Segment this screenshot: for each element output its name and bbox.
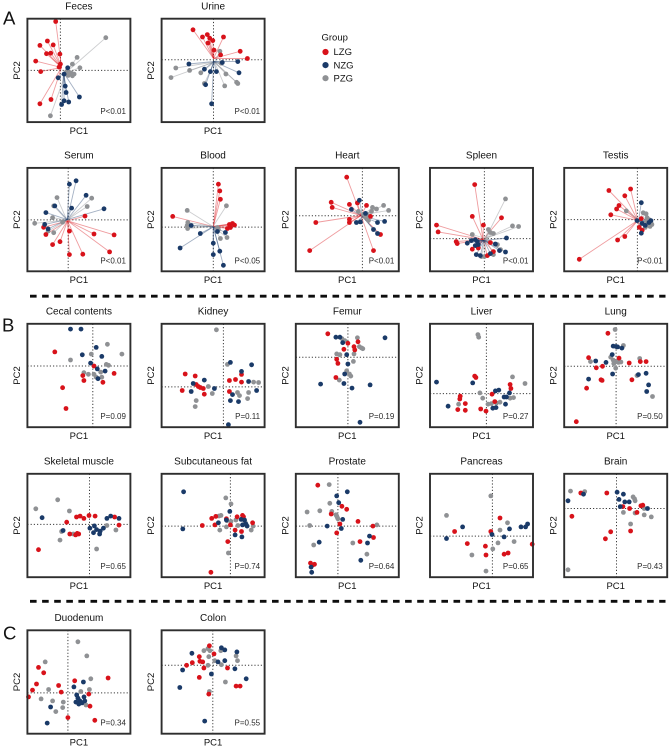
svg-text:A: A [3, 8, 16, 29]
svg-text:PC1: PC1 [70, 738, 88, 748]
svg-text:P<0.01: P<0.01 [100, 107, 126, 116]
svg-text:PC2: PC2 [549, 366, 560, 384]
svg-text:PC1: PC1 [606, 431, 624, 442]
svg-text:PC2: PC2 [12, 516, 23, 534]
svg-text:P=0.11: P=0.11 [235, 412, 261, 421]
svg-text:Liver: Liver [471, 307, 493, 318]
svg-text:PC1: PC1 [70, 581, 88, 592]
svg-text:Kidney: Kidney [198, 307, 229, 318]
svg-text:P<0.01: P<0.01 [100, 256, 126, 265]
svg-text:P=0.74: P=0.74 [235, 562, 261, 571]
svg-text:P=0.55: P=0.55 [235, 719, 261, 728]
svg-text:PC1: PC1 [70, 431, 88, 442]
svg-text:PC2: PC2 [12, 61, 23, 79]
svg-text:PC2: PC2 [12, 210, 23, 228]
svg-text:Femur: Femur [333, 307, 363, 318]
svg-text:PC2: PC2 [549, 516, 560, 534]
svg-text:P=0.64: P=0.64 [369, 562, 395, 571]
svg-text:P=0.19: P=0.19 [369, 412, 395, 421]
svg-text:PC1: PC1 [204, 275, 222, 286]
svg-text:P<0.05: P<0.05 [235, 256, 261, 265]
svg-text:Testis: Testis [603, 151, 629, 162]
svg-text:PC1: PC1 [606, 275, 624, 286]
svg-text:P<0.01: P<0.01 [235, 107, 261, 116]
svg-text:P=0.65: P=0.65 [503, 562, 529, 571]
svg-text:P=0.09: P=0.09 [100, 412, 126, 421]
svg-text:PC2: PC2 [12, 366, 23, 384]
svg-text:C: C [3, 623, 16, 644]
svg-text:Feces: Feces [65, 2, 92, 13]
svg-text:PC2: PC2 [280, 366, 291, 384]
svg-text:Colon: Colon [200, 613, 226, 624]
svg-text:PC1: PC1 [338, 275, 356, 286]
svg-text:NZG: NZG [334, 60, 354, 71]
svg-text:P<0.01: P<0.01 [637, 256, 663, 265]
svg-text:PC1: PC1 [204, 738, 222, 748]
svg-text:PC1: PC1 [472, 275, 490, 286]
svg-text:P=0.65: P=0.65 [100, 562, 126, 571]
svg-text:PC2: PC2 [146, 210, 157, 228]
svg-text:Serum: Serum [64, 151, 93, 162]
svg-text:PC2: PC2 [146, 61, 157, 79]
svg-text:Lung: Lung [605, 307, 627, 318]
svg-text:Group: Group [322, 33, 348, 44]
svg-text:PC2: PC2 [12, 673, 23, 691]
svg-text:Urine: Urine [201, 2, 225, 13]
svg-text:P=0.43: P=0.43 [637, 562, 663, 571]
svg-text:PC1: PC1 [70, 275, 88, 286]
svg-text:P=0.50: P=0.50 [637, 412, 663, 421]
svg-text:PC1: PC1 [338, 581, 356, 592]
svg-text:PC1: PC1 [472, 431, 490, 442]
svg-text:PC2: PC2 [146, 673, 157, 691]
svg-text:PC1: PC1 [204, 581, 222, 592]
svg-text:PC2: PC2 [415, 516, 426, 534]
svg-text:PC2: PC2 [280, 210, 291, 228]
svg-text:P=0.34: P=0.34 [100, 719, 126, 728]
svg-text:P<0.01: P<0.01 [503, 256, 529, 265]
svg-text:P<0.01: P<0.01 [369, 256, 395, 265]
svg-text:P=0.27: P=0.27 [503, 412, 529, 421]
svg-text:PZG: PZG [334, 73, 354, 84]
svg-text:PC1: PC1 [70, 126, 88, 137]
svg-text:Skeletal muscle: Skeletal muscle [44, 457, 114, 468]
svg-text:PC2: PC2 [415, 210, 426, 228]
svg-text:PC1: PC1 [204, 126, 222, 137]
svg-text:Brain: Brain [604, 457, 627, 468]
svg-text:PC1: PC1 [338, 431, 356, 442]
svg-text:Duodenum: Duodenum [54, 613, 103, 624]
svg-text:Subcutaneous fat: Subcutaneous fat [174, 457, 252, 468]
svg-text:Cecal contents: Cecal contents [46, 307, 112, 318]
svg-text:PC2: PC2 [146, 366, 157, 384]
svg-text:PC1: PC1 [606, 581, 624, 592]
svg-text:Spleen: Spleen [466, 151, 497, 162]
svg-text:Heart: Heart [335, 151, 360, 162]
svg-text:Pancreas: Pancreas [460, 457, 502, 468]
svg-text:PC1: PC1 [472, 581, 490, 592]
svg-text:B: B [2, 315, 14, 336]
svg-text:PC2: PC2 [549, 210, 560, 228]
svg-text:Blood: Blood [200, 151, 226, 162]
svg-text:PC2: PC2 [280, 516, 291, 534]
svg-text:PC2: PC2 [146, 516, 157, 534]
svg-text:PC1: PC1 [204, 431, 222, 442]
svg-text:Prostate: Prostate [329, 457, 367, 468]
svg-text:LZG: LZG [334, 47, 352, 58]
svg-text:PC2: PC2 [415, 366, 426, 384]
